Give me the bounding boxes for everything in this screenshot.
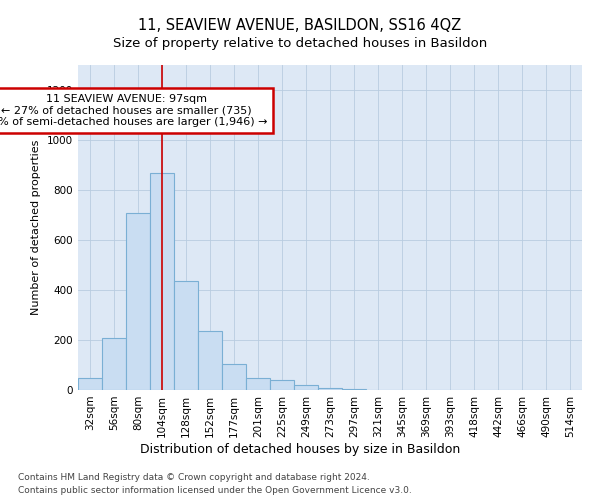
Text: 11 SEAVIEW AVENUE: 97sqm
← 27% of detached houses are smaller (735)
73% of semi-: 11 SEAVIEW AVENUE: 97sqm ← 27% of detach… (0, 94, 268, 127)
Y-axis label: Number of detached properties: Number of detached properties (31, 140, 41, 315)
Text: Contains HM Land Registry data © Crown copyright and database right 2024.: Contains HM Land Registry data © Crown c… (18, 472, 370, 482)
Bar (342, 389, 366, 390)
Text: 11, SEAVIEW AVENUE, BASILDON, SS16 4QZ: 11, SEAVIEW AVENUE, BASILDON, SS16 4QZ (139, 18, 461, 32)
Bar (126, 212, 150, 390)
Bar (222, 364, 246, 390)
Bar (270, 380, 294, 390)
Bar (174, 281, 198, 390)
Text: Size of property relative to detached houses in Basildon: Size of property relative to detached ho… (113, 38, 487, 51)
Bar (318, 388, 342, 390)
Text: Distribution of detached houses by size in Basildon: Distribution of detached houses by size … (140, 442, 460, 456)
Text: Contains public sector information licensed under the Open Government Licence v3: Contains public sector information licen… (18, 486, 412, 495)
Bar (78, 378, 102, 390)
Bar (246, 378, 270, 390)
Bar (150, 172, 174, 390)
Bar (294, 385, 318, 390)
Bar (198, 331, 222, 390)
Bar (102, 338, 126, 390)
